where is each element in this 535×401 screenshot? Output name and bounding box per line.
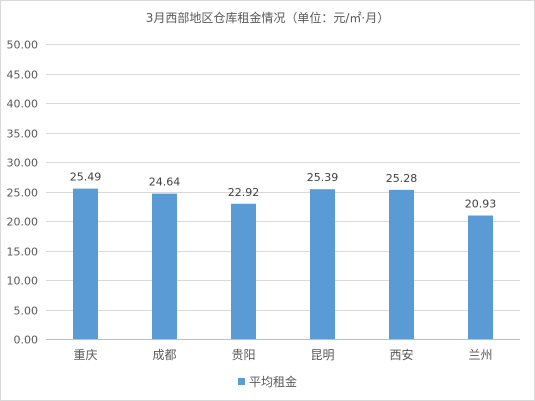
data-label: 20.93 xyxy=(465,198,497,211)
x-axis-ticks: 重庆 成都 贵阳 昆明 西安 兰州 xyxy=(73,347,492,362)
y-tick-label: 20.00 xyxy=(7,216,39,229)
y-tick-label: 25.00 xyxy=(7,187,39,200)
y-tick-label: 0.00 xyxy=(14,334,39,347)
y-tick-label: 40.00 xyxy=(7,98,39,111)
x-tick-label: 贵阳 xyxy=(231,348,255,362)
y-tick-label: 50.00 xyxy=(7,39,39,52)
x-tick-label: 兰州 xyxy=(468,348,492,362)
legend-label: 平均租金 xyxy=(248,375,297,389)
y-tick-label: 10.00 xyxy=(7,275,39,288)
y-tick-label: 45.00 xyxy=(7,69,39,82)
bar-5 xyxy=(389,189,414,339)
y-tick-label: 35.00 xyxy=(7,128,39,141)
x-tick-label: 重庆 xyxy=(73,348,97,362)
bar-2 xyxy=(152,193,177,339)
data-label: 25.28 xyxy=(386,172,418,185)
bars xyxy=(73,188,493,339)
data-label: 22.92 xyxy=(228,186,260,199)
x-tick-label: 昆明 xyxy=(310,348,334,362)
gridlines xyxy=(46,44,520,340)
bar-3 xyxy=(231,203,256,339)
legend: 平均租金 xyxy=(0,373,535,390)
y-axis-ticks: 0.00 5.00 10.00 15.00 20.00 25.00 30.00 35.00 40… xyxy=(7,39,39,347)
data-labels: 25.49 24.64 22.92 25.39 25.28 20.93 xyxy=(70,171,497,211)
bar-4 xyxy=(310,189,335,339)
y-tick-label: 30.00 xyxy=(7,157,39,170)
bar-1 xyxy=(73,188,98,339)
y-tick-label: 15.00 xyxy=(7,246,39,259)
bar-6 xyxy=(468,215,493,339)
legend-swatch xyxy=(237,378,245,385)
x-tick-label: 西安 xyxy=(389,347,413,362)
data-label: 25.39 xyxy=(307,171,339,184)
data-label: 24.64 xyxy=(149,176,181,189)
y-tick-label: 5.00 xyxy=(14,305,39,318)
x-tick-label: 成都 xyxy=(152,348,176,362)
data-label: 25.49 xyxy=(70,171,102,184)
chart-title: 3月西部地区仓库租金情况（单位：元/㎡·月） xyxy=(145,11,390,25)
